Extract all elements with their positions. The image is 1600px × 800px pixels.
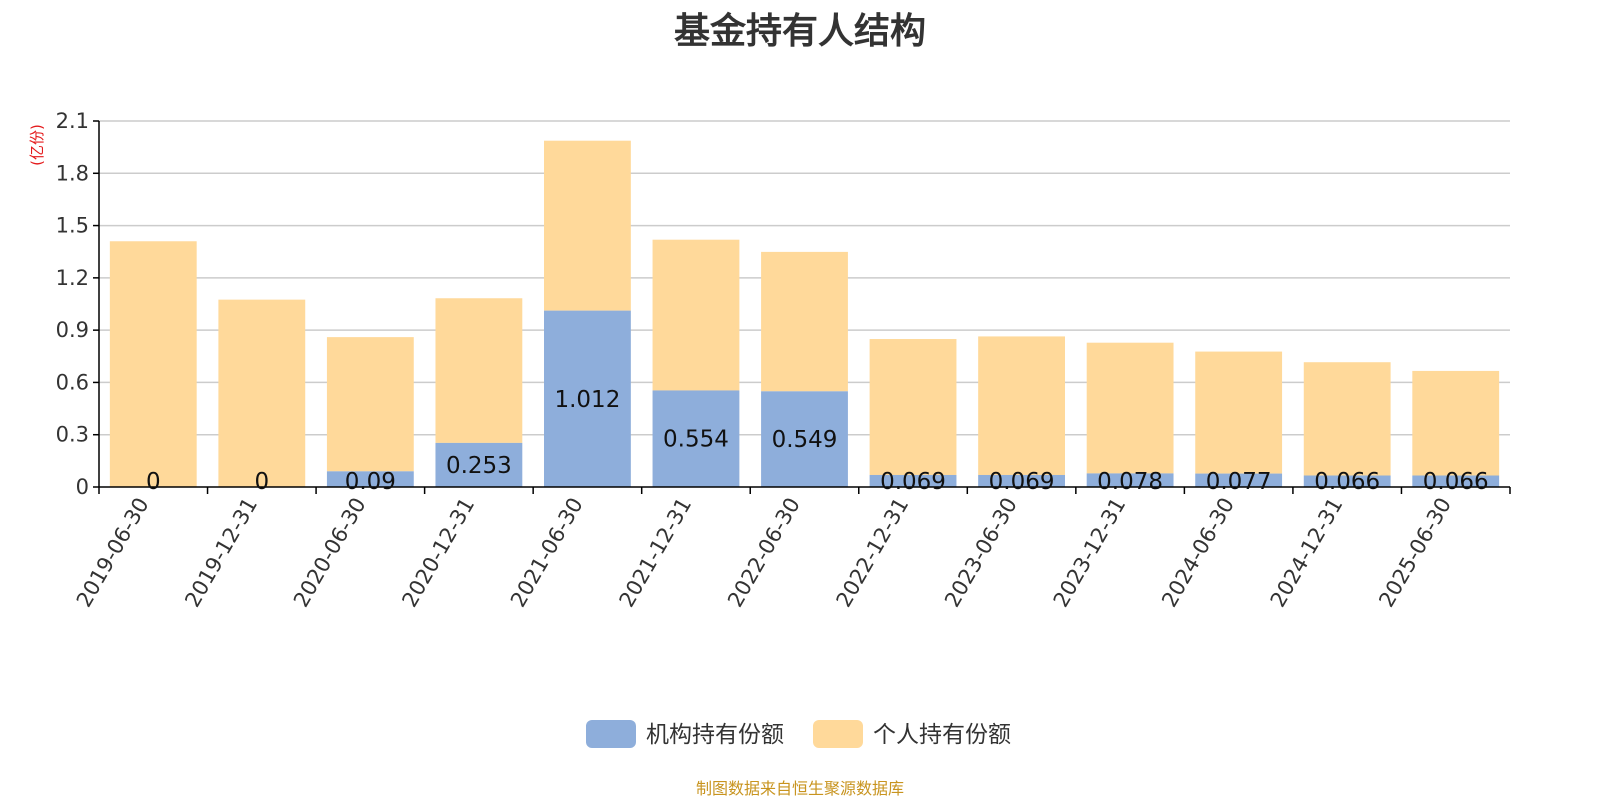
bar-individual xyxy=(1412,370,1500,476)
bar-individual xyxy=(544,140,631,311)
bar-institutional xyxy=(652,390,740,487)
bar-institutional xyxy=(761,391,848,487)
bar-institutional xyxy=(1086,473,1174,487)
y-tick-label: 2.1 xyxy=(56,109,89,133)
data-label: 0.09 xyxy=(345,469,396,495)
x-tick-label: 2021-06-30 xyxy=(506,494,588,612)
bar-individual xyxy=(652,239,740,391)
bar-institutional xyxy=(1412,475,1500,487)
bar-individual xyxy=(218,299,306,487)
data-label: 0.077 xyxy=(1206,469,1272,495)
bar-individual xyxy=(1086,342,1174,474)
y-tick-label: 0.3 xyxy=(56,423,89,447)
bar-institutional xyxy=(978,474,1065,487)
bar-individual xyxy=(761,251,848,392)
bar-individual xyxy=(326,337,414,472)
x-tick-label: 2022-06-30 xyxy=(723,494,805,612)
chart-title: 基金持有人结构 xyxy=(673,11,926,52)
legend-label: 个人持有份额 xyxy=(873,722,1011,748)
data-label: 0.549 xyxy=(772,427,838,453)
data-label: 0.069 xyxy=(880,469,946,495)
bar-institutional xyxy=(869,474,957,487)
data-label: 0 xyxy=(254,469,269,495)
bar-individual xyxy=(869,339,957,475)
x-tick-label: 2025-06-30 xyxy=(1374,494,1456,612)
x-tick-label: 2024-06-30 xyxy=(1157,494,1239,612)
x-tick-label: 2022-12-31 xyxy=(832,494,914,612)
bar-institutional xyxy=(1303,475,1391,487)
y-tick-label: 0.9 xyxy=(56,318,89,342)
bar-institutional xyxy=(326,471,414,487)
x-tick-label: 2019-06-30 xyxy=(72,494,154,612)
bar-individual xyxy=(435,298,523,443)
y-tick-label: 0.6 xyxy=(56,370,89,394)
x-tick-label: 2024-12-31 xyxy=(1266,494,1348,612)
data-label: 0.554 xyxy=(663,427,729,453)
x-tick-label: 2020-12-31 xyxy=(397,494,479,612)
legend-swatch xyxy=(586,720,636,748)
x-tick-label: 2021-12-31 xyxy=(614,494,696,612)
data-label: 0.253 xyxy=(446,453,512,479)
y-axis-label: (亿份) xyxy=(28,124,46,166)
data-label: 0.069 xyxy=(989,469,1055,495)
bar-institutional xyxy=(544,310,631,487)
legend-swatch xyxy=(813,720,863,748)
y-tick-label: 1.8 xyxy=(56,161,89,185)
legend-label: 机构持有份额 xyxy=(646,722,784,748)
bar-individual xyxy=(978,336,1065,475)
data-label: 1.012 xyxy=(554,387,620,413)
data-label: 0.066 xyxy=(1314,469,1380,495)
source-note: 制图数据来自恒生聚源数据库 xyxy=(695,779,904,798)
data-label: 0 xyxy=(146,469,161,495)
bar-institutional xyxy=(435,442,523,487)
y-tick-label: 1.5 xyxy=(56,214,89,238)
bar-individual xyxy=(1195,351,1283,474)
x-tick-label: 2023-06-30 xyxy=(940,494,1022,612)
x-tick-label: 2023-12-31 xyxy=(1049,494,1131,612)
data-label: 0.078 xyxy=(1097,469,1163,495)
x-tick-label: 2020-06-30 xyxy=(289,494,371,612)
bar-individual xyxy=(109,241,197,487)
bar-institutional xyxy=(1195,473,1283,487)
y-tick-label: 0 xyxy=(76,475,89,499)
x-tick-label: 2019-12-31 xyxy=(180,494,262,612)
data-label: 0.066 xyxy=(1423,469,1489,495)
bar-individual xyxy=(1303,362,1391,476)
y-tick-label: 1.2 xyxy=(56,266,89,290)
